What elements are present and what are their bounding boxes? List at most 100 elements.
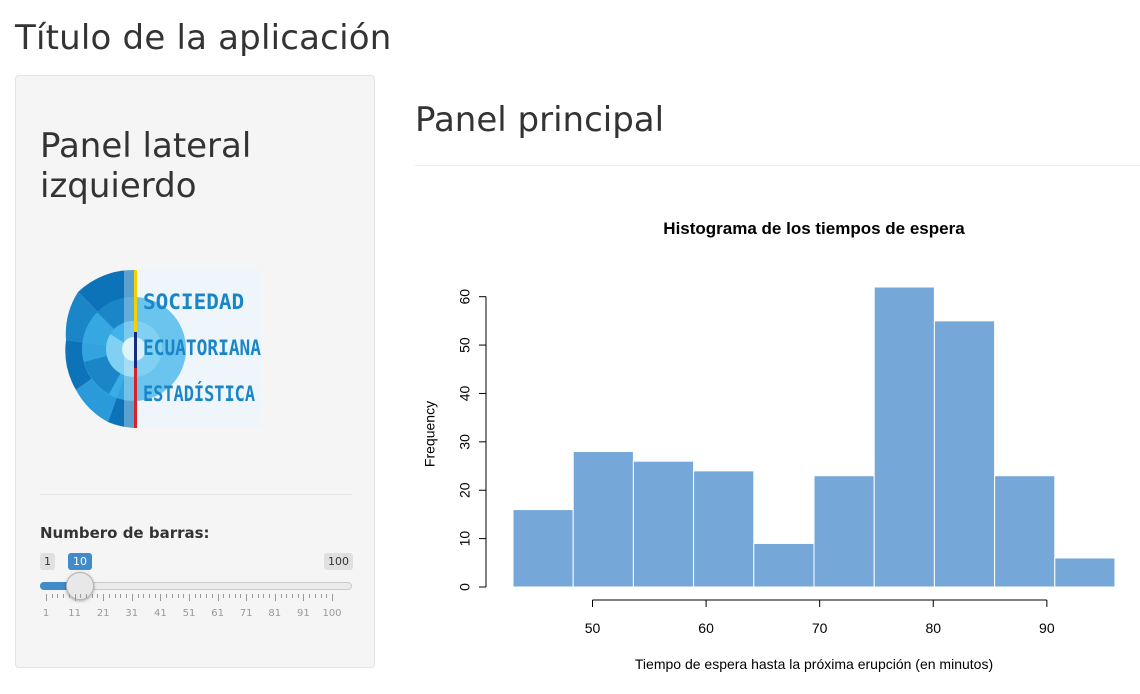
slider-minor-tick (320, 594, 322, 598)
histogram-bar (994, 475, 1056, 588)
slider-minor-tick (194, 594, 196, 598)
y-axis-label: Frequency (422, 401, 438, 467)
slider-minor-tick (280, 594, 282, 598)
histogram-bar (512, 509, 574, 588)
slider-minor-tick (211, 594, 213, 598)
slider-minor-tick (297, 594, 299, 598)
slider-tick (274, 594, 276, 601)
slider-minor-tick (51, 594, 53, 598)
x-axis-tick-label: 70 (812, 620, 828, 636)
slider-minor-tick (108, 594, 110, 598)
slider-minor-tick (126, 594, 128, 598)
sidebar-divider (40, 494, 352, 495)
slider-grid: 1 11 21 31 41 51 61 71 81 91 100 (40, 594, 360, 624)
slider-tick (217, 594, 219, 601)
histogram-bar (933, 320, 996, 588)
slider-minor-tick (314, 594, 316, 598)
slider-tick (74, 594, 76, 601)
histogram-bar (632, 460, 695, 588)
x-axis-label: Tiempo de espera hasta la próxima erupci… (635, 656, 993, 672)
slider-tick (131, 594, 133, 601)
logo-text-line-3: ESTADÍSTICA (143, 381, 255, 406)
slider-tick (332, 594, 333, 601)
slider-minor-tick (91, 594, 93, 598)
slider-tick (160, 594, 162, 601)
slider-minor-tick (240, 594, 242, 598)
slider-minor-tick (114, 594, 116, 598)
logo-text-line-2: ECUATORIANA (143, 336, 261, 360)
main-panel-title: Panel principal (415, 100, 665, 140)
x-axis-tick-label: 80 (925, 620, 941, 636)
slider-minor-tick (120, 594, 122, 598)
y-axis-tick-label: 60 (457, 289, 473, 305)
slider-minor-tick (143, 594, 145, 598)
slider-tick (46, 594, 47, 601)
slider-minor-tick (200, 594, 202, 598)
slider-minor-tick (137, 594, 139, 598)
slider-minor-tick (171, 594, 173, 598)
slider-tick (246, 594, 248, 601)
slider-minor-tick (166, 594, 168, 598)
slider-minor-tick (148, 594, 150, 598)
slider-minor-tick (57, 594, 59, 598)
slider-minor-tick (263, 594, 265, 598)
slider-minor-tick (269, 594, 271, 598)
sociedad-ecuatoriana-estadistica-logo: SOCIEDAD ECUATORIANA ESTADÍSTICA (64, 262, 264, 432)
slider-min-label: 1 (40, 553, 55, 570)
slider-minor-tick (251, 594, 253, 598)
y-axis-tick-label: 10 (457, 531, 473, 547)
slider-tick-label: 61 (211, 608, 224, 619)
slider-minor-tick (326, 594, 328, 598)
slider-minor-tick (309, 594, 311, 598)
slider-minor-tick (86, 594, 88, 598)
slider-tick-label: 31 (125, 608, 139, 619)
sidebar-panel: Panel lateral izquierdo SOCIEDAD (15, 75, 375, 668)
slider-tick-label: 11 (68, 608, 81, 619)
logo-text-line-1: SOCIEDAD (143, 290, 244, 314)
main-divider (415, 165, 1140, 166)
slider-tick-label: 51 (182, 608, 196, 619)
slider-tick-label: 1 (42, 608, 50, 619)
histogram-bar (753, 542, 815, 588)
histogram-bar (1054, 557, 1116, 588)
slider-minor-tick (183, 594, 185, 598)
slider-minor-tick (63, 594, 65, 598)
slider-minor-tick (80, 594, 82, 598)
slider-tick-label: 100 (322, 608, 342, 619)
y-axis-tick-label: 50 (457, 337, 473, 353)
slider-minor-tick (257, 594, 259, 598)
slider-minor-tick (206, 594, 208, 598)
slider-minor-tick (234, 594, 236, 598)
slider-handle[interactable] (66, 572, 94, 600)
slider-tick-label: 91 (297, 608, 310, 619)
x-axis-tick-label: 90 (1039, 620, 1055, 636)
y-axis-tick-label: 20 (457, 482, 473, 498)
slider-tick (103, 594, 105, 601)
slider-label: Numbero de barras: (40, 524, 210, 542)
slider-tick-label: 81 (268, 608, 282, 619)
y-axis-tick-label: 30 (457, 434, 473, 450)
x-axis-tick-label: 50 (585, 620, 601, 636)
y-axis-tick-label: 0 (457, 583, 473, 591)
slider-minor-tick (291, 594, 293, 598)
histogram-bar (572, 451, 634, 588)
slider-tick-label: 41 (154, 608, 167, 619)
slider-tick (303, 594, 305, 601)
histogram-chart: Histograma de los tiempos de espera 0 10 20… (422, 219, 1116, 672)
slider-minor-tick (154, 594, 156, 598)
slider-minor-tick (177, 594, 179, 598)
slider-minor-tick (229, 594, 231, 598)
histogram-bar (813, 475, 875, 588)
slider-tick (189, 594, 190, 601)
histogram-bar (873, 286, 935, 588)
chart-title: Histograma de los tiempos de espera (663, 219, 965, 238)
slider-tick-label: 21 (96, 608, 110, 619)
slider-minor-tick (68, 594, 70, 598)
histogram-bar (693, 470, 755, 588)
sidebar-title: Panel lateral izquierdo (40, 126, 252, 206)
x-axis-tick-label: 60 (698, 620, 714, 636)
slider-value-badge: 10 (68, 553, 92, 570)
slider-fill (40, 582, 80, 590)
slider-max-label: 100 (324, 553, 353, 570)
slider-minor-tick (97, 594, 99, 598)
